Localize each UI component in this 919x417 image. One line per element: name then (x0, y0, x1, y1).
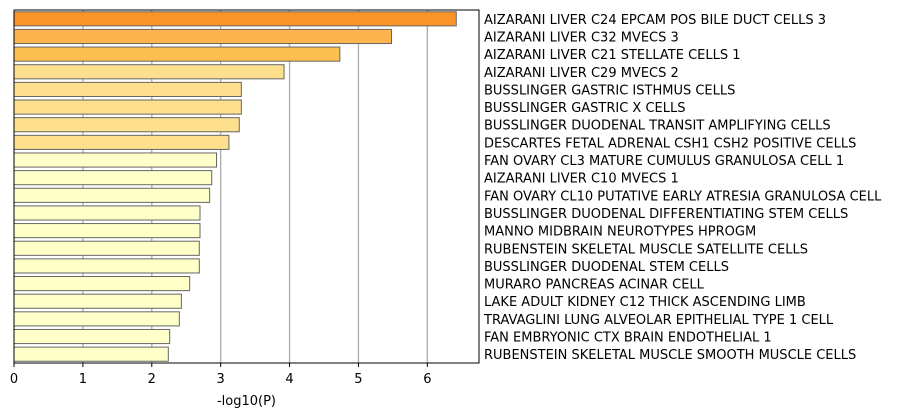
bar-9 (13, 152, 218, 168)
category-label-7: BUSSLINGER DUODENAL TRANSIT AMPLIFYING C… (484, 119, 831, 134)
bar-2 (13, 28, 393, 45)
category-label-11: FAN OVARY CL10 PUTATIVE EARLY ATRESIA GR… (484, 189, 882, 204)
category-label-13: MANNO MIDBRAIN NEUROTYPES HPROGM (484, 225, 756, 240)
category-label-8: DESCARTES FETAL ADRENAL CSH1 CSH2 POSITI… (484, 136, 856, 151)
category-label-3: AIZARANI LIVER C21 STELLATE CELLS 1 (484, 48, 741, 63)
bar-17 (13, 293, 182, 309)
x-tick-label-5: 5 (354, 372, 362, 387)
category-label-17: LAKE ADULT KIDNEY C12 THICK ASCENDING LI… (484, 295, 806, 310)
bar-3 (13, 46, 341, 62)
category-label-4: AIZARANI LIVER C29 MVECS 2 (484, 66, 679, 81)
category-label-15: BUSSLINGER DUODENAL STEM CELLS (484, 260, 729, 275)
category-label-20: RUBENSTEIN SKELETAL MUSCLE SMOOTH MUSCLE… (484, 348, 856, 363)
category-label-2: AIZARANI LIVER C32 MVECS 3 (484, 30, 679, 45)
bar-13 (13, 223, 201, 239)
bar-10 (13, 170, 213, 186)
x-tick-label-1: 1 (79, 372, 87, 387)
category-label-19: FAN EMBRYONIC CTX BRAIN ENDOTHELIAL 1 (484, 331, 772, 346)
bar-4 (13, 64, 285, 80)
bar-18 (13, 311, 180, 327)
category-label-14: RUBENSTEIN SKELETAL MUSCLE SATELLITE CEL… (484, 242, 808, 257)
bar-16 (13, 276, 191, 292)
bar-11 (13, 187, 211, 203)
category-label-12: BUSSLINGER DUODENAL DIFFERENTIATING STEM… (484, 207, 848, 222)
bar-12 (13, 205, 201, 221)
category-labels: AIZARANI LIVER C24 EPCAM POS BILE DUCT C… (483, 13, 882, 363)
x-tick-label-3: 3 (217, 372, 225, 387)
bar-20 (13, 346, 169, 362)
x-tick-label-0: 0 (10, 372, 18, 387)
bar-8 (13, 134, 230, 150)
bar-1 (13, 11, 457, 27)
category-label-18: TRAVAGLINI LUNG ALVEOLAR EPITHELIAL TYPE… (483, 313, 834, 328)
category-label-10: AIZARANI LIVER C10 MVECS 1 (484, 172, 679, 187)
category-label-1: AIZARANI LIVER C24 EPCAM POS BILE DUCT C… (484, 13, 826, 28)
x-tick-label-4: 4 (285, 372, 293, 387)
x-tick-label-2: 2 (148, 372, 156, 387)
category-label-6: BUSSLINGER GASTRIC X CELLS (484, 101, 686, 116)
x-axis-ticks: 0 1 2 3 4 5 6 (10, 363, 431, 387)
category-label-5: BUSSLINGER GASTRIC ISTHMUS CELLS (484, 83, 735, 98)
category-label-16: MURARO PANCREAS ACINAR CELL (484, 278, 705, 293)
bar-7 (13, 117, 240, 133)
bar-14 (13, 240, 200, 256)
x-tick-label-6: 6 (423, 372, 431, 387)
bar-6 (13, 99, 242, 115)
grid-lines (82, 10, 429, 363)
bar-15 (13, 258, 200, 274)
category-label-9: FAN OVARY CL3 MATURE CUMULUS GRANULOSA C… (484, 154, 844, 169)
bar-5 (13, 81, 242, 97)
x-axis-label: -log10(P) (217, 394, 276, 409)
bars (13, 11, 457, 362)
plot-frame (13, 9, 480, 364)
bar-19 (13, 328, 171, 345)
